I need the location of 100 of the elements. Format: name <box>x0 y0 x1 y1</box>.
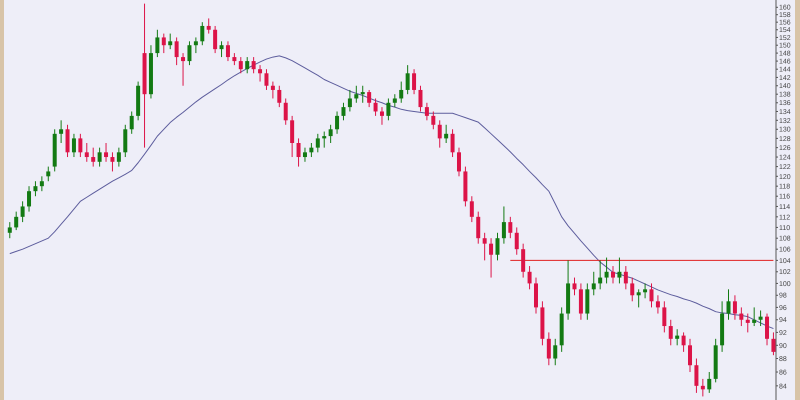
candlestick <box>341 102 346 121</box>
candlestick <box>40 176 44 192</box>
candlestick <box>489 238 494 278</box>
candlestick <box>232 52 236 66</box>
candlestick <box>406 64 410 95</box>
candlestick <box>316 133 320 153</box>
candlestick <box>604 257 609 284</box>
candlestick <box>367 89 372 108</box>
candlestick <box>546 332 551 366</box>
candlestick <box>752 306 756 327</box>
candlestick <box>694 358 698 394</box>
candlestick <box>392 94 397 108</box>
candlestick <box>309 142 314 158</box>
candlestick <box>78 133 82 158</box>
candlestick <box>508 216 512 239</box>
candlestick <box>33 180 38 197</box>
candlestick <box>46 166 50 182</box>
candlestick <box>598 260 602 290</box>
candlestick <box>431 110 436 130</box>
candlestick <box>450 128 455 158</box>
candlestick <box>650 282 654 308</box>
candlestick <box>14 211 18 231</box>
candlestick <box>72 133 76 158</box>
candlestick <box>739 306 744 327</box>
candlestick <box>252 56 256 74</box>
candlestick <box>765 313 770 346</box>
candlestick <box>213 25 218 54</box>
candlestick <box>302 147 307 162</box>
candlestick <box>476 211 480 244</box>
candlestick <box>592 271 596 296</box>
candlestick <box>238 56 243 74</box>
candlestick <box>155 29 160 58</box>
candlestick <box>675 328 680 346</box>
candlestick <box>258 64 262 82</box>
candlestick <box>296 138 301 168</box>
candlestick <box>572 277 576 296</box>
candlestick <box>656 294 660 314</box>
candlestick <box>438 120 442 148</box>
candlestick <box>348 89 352 112</box>
candlestick <box>386 98 390 121</box>
candlestick <box>284 98 288 126</box>
candlestick <box>116 147 121 168</box>
candlestick <box>335 110 340 134</box>
candlestick <box>168 33 172 50</box>
candlestick <box>328 124 333 144</box>
candlestick <box>360 85 365 104</box>
candlestick <box>502 206 506 244</box>
candlestick <box>162 33 166 54</box>
candlestick <box>174 36 179 66</box>
candlestick <box>726 288 731 320</box>
candlestick <box>707 372 712 394</box>
candlestick <box>354 85 358 104</box>
candlestick <box>732 294 737 320</box>
candlestick <box>682 332 686 352</box>
candlestick <box>528 266 532 290</box>
candlestick <box>98 147 102 168</box>
candlestick <box>424 102 429 121</box>
candlestick <box>200 22 204 46</box>
candlestick <box>206 18 211 34</box>
candlestick <box>187 40 192 66</box>
candlestick <box>444 124 448 144</box>
candlestick <box>482 232 487 261</box>
candlestick <box>123 124 128 158</box>
candlestick <box>700 378 705 397</box>
candlestick <box>194 36 198 54</box>
candlestick <box>245 56 250 74</box>
candlestick <box>59 120 64 144</box>
candlestick <box>66 124 70 158</box>
candlestick <box>553 338 558 366</box>
candlestick <box>84 142 89 162</box>
candlestick <box>264 68 268 90</box>
candlestick <box>412 68 416 95</box>
candlestick <box>456 147 461 177</box>
candlestick <box>181 52 186 86</box>
candlestick <box>643 282 648 299</box>
candlestick <box>470 196 474 223</box>
candlestick <box>624 266 628 290</box>
candlestick <box>521 243 526 278</box>
candlestick <box>270 81 275 99</box>
candlestick <box>662 300 666 333</box>
candlestick <box>277 85 282 108</box>
candlestick <box>104 142 108 162</box>
candlestick <box>758 310 763 327</box>
candlestick <box>91 147 96 168</box>
candlestick <box>514 226 519 256</box>
candlestick <box>380 106 384 126</box>
candlestick <box>290 115 294 158</box>
candlestick <box>534 277 538 314</box>
candlestick <box>110 152 114 172</box>
candlestick <box>130 110 134 134</box>
candlestick <box>668 319 673 346</box>
candlestick <box>322 131 326 148</box>
candlestick <box>688 338 692 373</box>
candlestick <box>495 232 500 261</box>
candlestick <box>746 313 750 333</box>
candlestick <box>20 200 25 223</box>
candlestick <box>636 288 641 308</box>
candlestick <box>8 222 12 239</box>
candlestick <box>226 40 230 62</box>
candlestick <box>611 266 615 284</box>
